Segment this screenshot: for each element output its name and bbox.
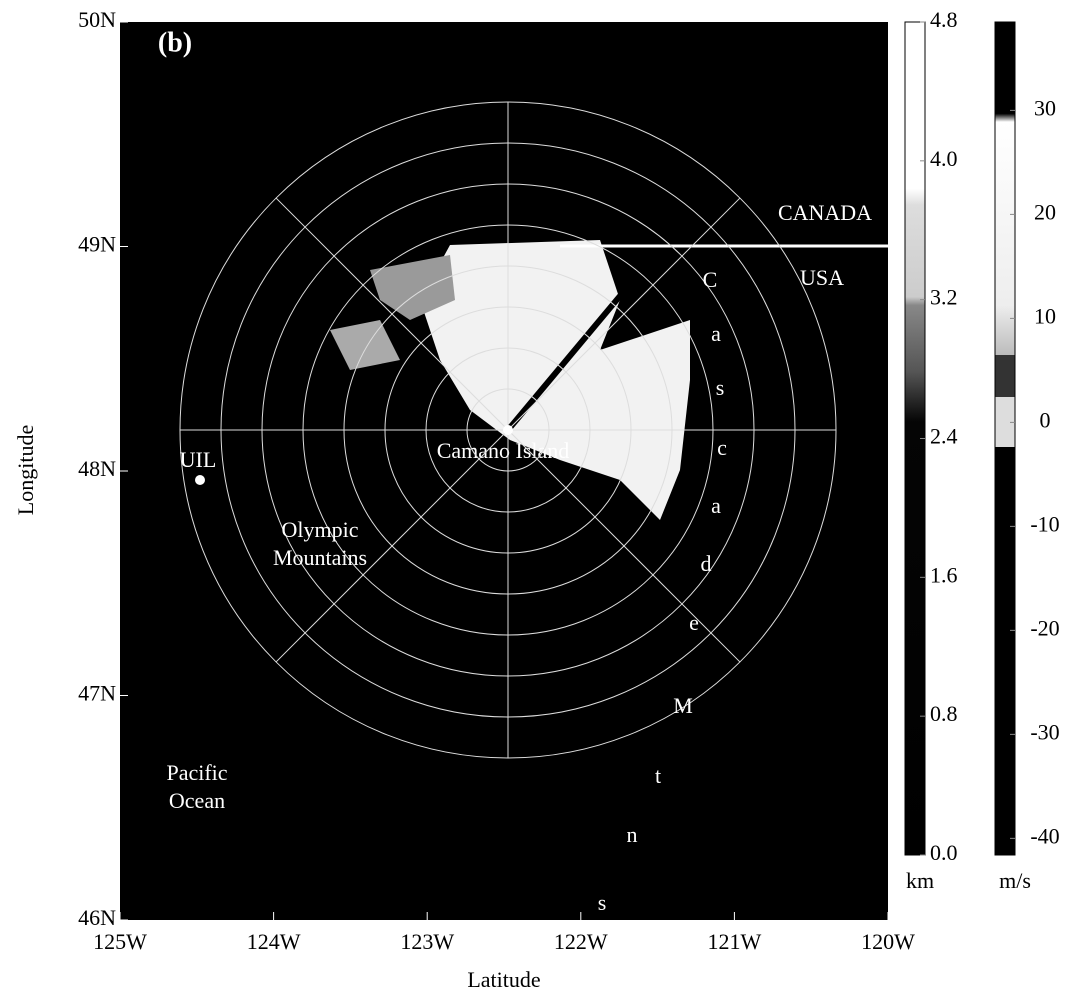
annotation: C: [703, 267, 718, 292]
colorbar-tick-label: 4.0: [930, 146, 958, 171]
colorbar-tick-label: 2.4: [930, 424, 958, 449]
annotation: Pacific: [166, 760, 227, 785]
annotation: Mountains: [273, 545, 367, 570]
colorbar-tick-label: -30: [1030, 719, 1059, 744]
colorbar-tick-label: 20: [1034, 199, 1056, 224]
annotation: c: [717, 435, 727, 460]
colorbar-unit: m/s: [999, 868, 1031, 893]
annotation: s: [716, 375, 725, 400]
annotation: a: [711, 493, 721, 518]
x-tick-label: 124W: [247, 929, 301, 954]
x-tick-label: 123W: [400, 929, 454, 954]
annotation: Olympic: [282, 517, 359, 542]
annotation: s: [598, 890, 607, 915]
y-tick-label: 50N: [78, 7, 116, 32]
site-marker: [195, 475, 205, 485]
x-tick-label: 120W: [861, 929, 915, 954]
y-axis-label: Longitude: [13, 425, 38, 515]
annotation: UIL: [180, 447, 217, 472]
figure: Camano Island 125W 124W 123W 122W 121W 120W 46…: [0, 0, 1070, 999]
colorbar-unit: km: [906, 868, 934, 893]
x-tick-label: 121W: [708, 929, 762, 954]
x-tick-label: 125W: [93, 929, 147, 954]
colorbar-tick-label: 0: [1040, 407, 1051, 432]
colorbar: [995, 22, 1015, 855]
annotation: M: [673, 693, 693, 718]
colorbar-tick-label: 0.8: [930, 701, 958, 726]
colorbar-tick-label: 3.2: [930, 285, 958, 310]
colorbar-tick-label: 10: [1034, 303, 1056, 328]
x-tick-label: 122W: [554, 929, 608, 954]
annotation: USA: [800, 265, 844, 290]
y-tick-label: 46N: [78, 905, 116, 930]
colorbar-tick-label: -10: [1030, 511, 1059, 536]
annotation: t: [655, 763, 661, 788]
annotation: e: [689, 610, 699, 635]
x-axis-label: Latitude: [467, 967, 540, 992]
colorbar-tick-label: -20: [1030, 615, 1059, 640]
y-tick-label: 49N: [78, 232, 116, 257]
colorbar-tick-label: 0.0: [930, 840, 958, 865]
y-tick-label: 48N: [78, 456, 116, 481]
site-marker: [503, 425, 513, 435]
colorbar-tick-label: 4.8: [930, 7, 958, 32]
place-label: Camano Island: [437, 438, 570, 463]
colorbar-tick-label: 1.6: [930, 562, 958, 587]
colorbar-tick-label: -40: [1030, 823, 1059, 848]
colorbar-tick-label: 30: [1034, 95, 1056, 120]
annotation: n: [627, 822, 638, 847]
annotation: d: [701, 551, 712, 576]
annotation: a: [711, 321, 721, 346]
y-tick-label: 47N: [78, 681, 116, 706]
annotation: Ocean: [169, 788, 225, 813]
annotation: CANADA: [778, 200, 872, 225]
annotation: (b): [158, 27, 192, 58]
